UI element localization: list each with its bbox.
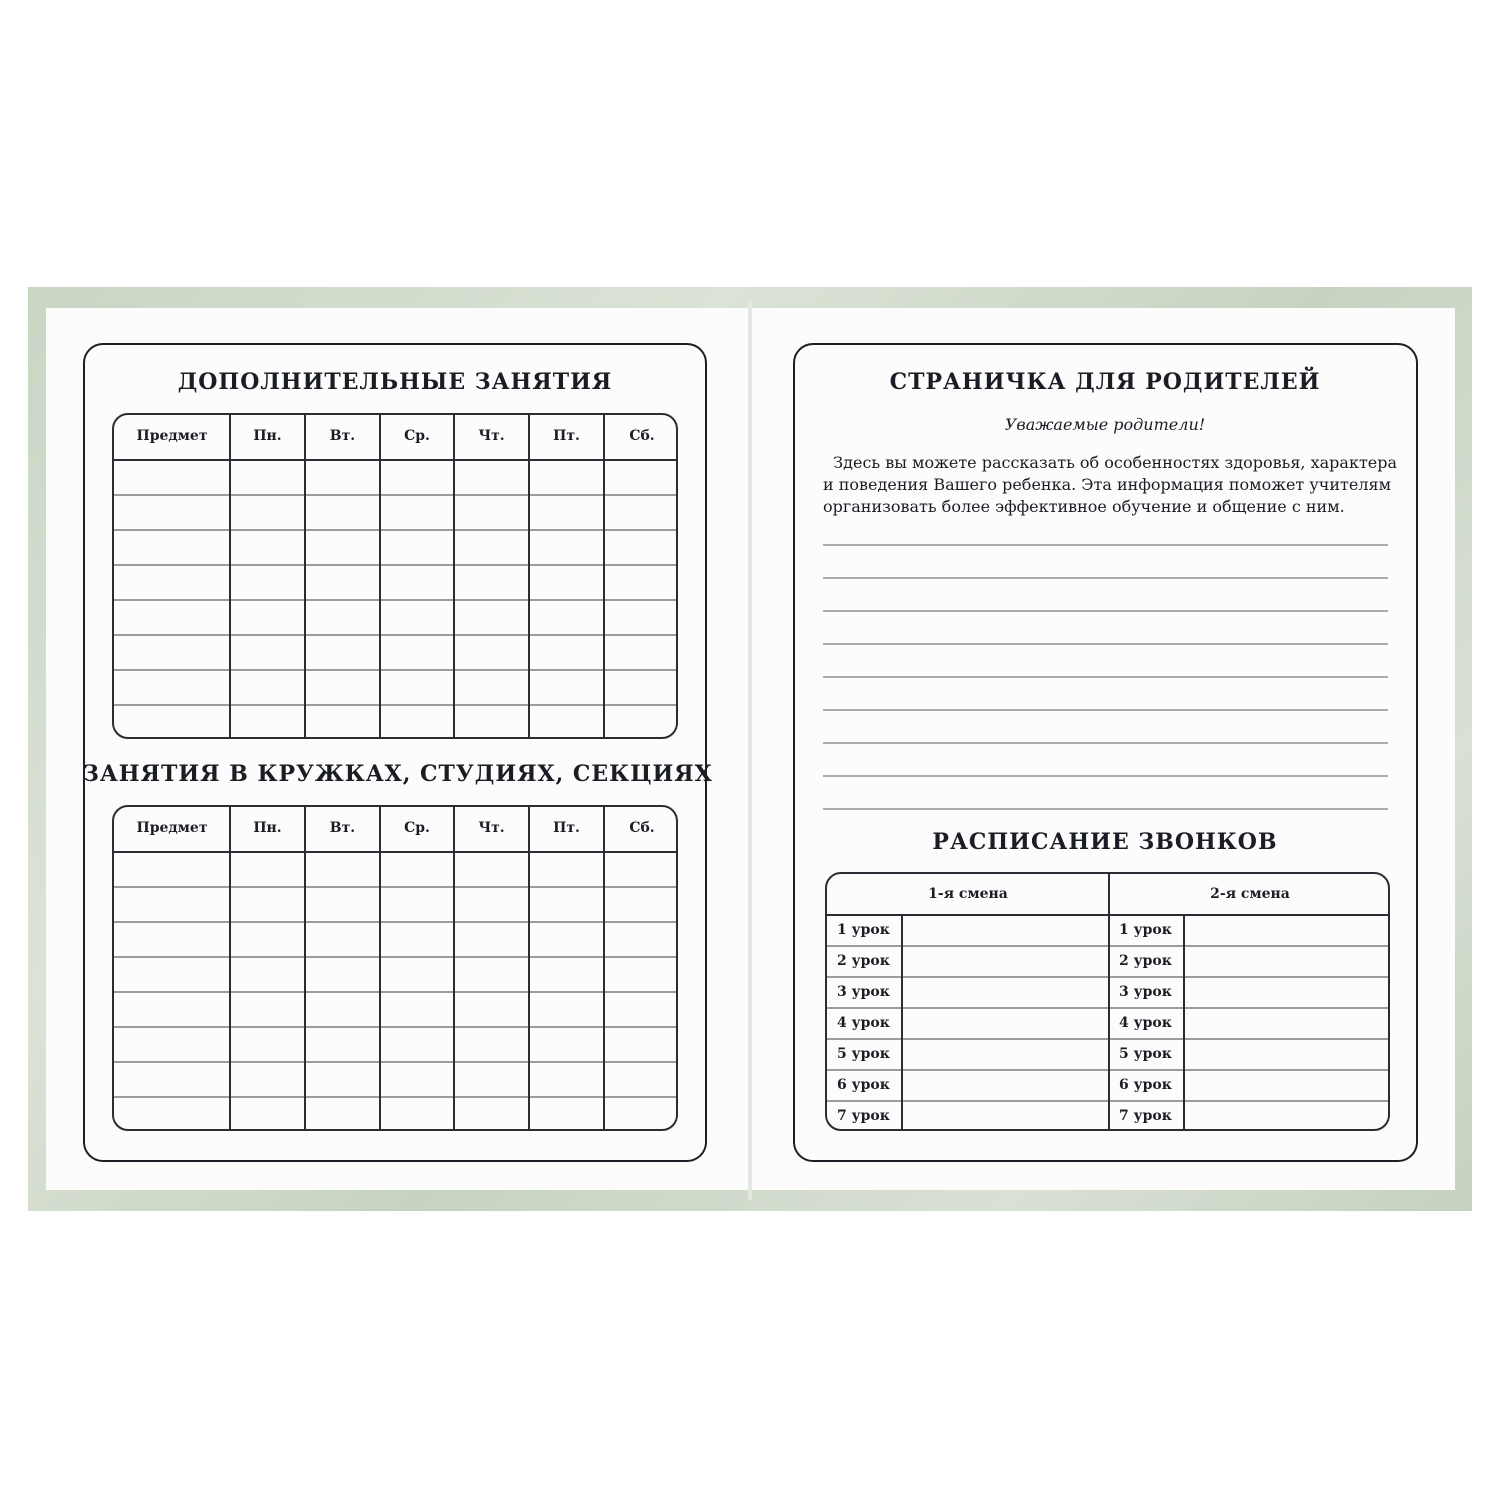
column-header: Чт. <box>478 820 505 836</box>
writing-line <box>823 610 1388 612</box>
row-divider <box>114 634 676 636</box>
header-divider <box>114 459 676 461</box>
row-divider <box>827 1100 1388 1102</box>
row-divider <box>114 991 676 993</box>
column-divider <box>229 807 231 1129</box>
column-header: Сб. <box>629 820 655 836</box>
bell-schedule-table: 1-я смена 2-я смена 1 урок 2 урок 3 урок 4 ур… <box>825 872 1390 1131</box>
column-header: Пт. <box>553 820 580 836</box>
header-divider <box>827 914 1388 916</box>
lesson-label: 5 урок <box>1119 1046 1172 1062</box>
lesson-label: 6 урок <box>837 1077 890 1093</box>
row-divider <box>114 921 676 923</box>
row-divider <box>827 976 1388 978</box>
column-divider <box>379 807 381 1129</box>
writing-line <box>823 643 1388 645</box>
column-header: Ср. <box>404 820 430 836</box>
greeting: Уважаемые родители! <box>1004 415 1206 434</box>
column-divider <box>304 415 306 737</box>
row-divider <box>114 599 676 601</box>
writing-line <box>823 742 1388 744</box>
row-divider <box>827 1007 1388 1009</box>
left-page <box>46 308 748 1190</box>
shift-header: 1-я смена <box>928 886 1008 902</box>
writing-line <box>823 676 1388 678</box>
paragraph-line: организовать более эффективное обучение … <box>823 497 1345 516</box>
row-divider <box>827 1069 1388 1071</box>
parents-paragraph: Здесь вы можете рассказать об особенност… <box>823 452 1398 518</box>
row-divider <box>114 529 676 531</box>
extra-classes-title: ДОПОЛНИТЕЛЬНЫЕ ЗАНЯТИЯ <box>177 369 613 395</box>
row-divider <box>114 704 676 706</box>
right-page <box>752 308 1455 1190</box>
lesson-label: 3 урок <box>1119 984 1172 1000</box>
paragraph-line: Здесь вы можете рассказать об особенност… <box>823 453 1398 472</box>
column-header: Вт. <box>329 428 356 444</box>
spine <box>748 300 752 1200</box>
lesson-label: 7 урок <box>1119 1108 1172 1124</box>
column-divider <box>528 415 530 737</box>
column-divider <box>603 415 605 737</box>
row-divider <box>114 886 676 888</box>
column-divider <box>603 807 605 1129</box>
paragraph-line: и поведения Вашего ребенка. Эта информац… <box>823 475 1392 494</box>
column-divider <box>304 807 306 1129</box>
bells-title: РАСПИСАНИЕ ЗВОНКОВ <box>932 829 1278 855</box>
column-divider <box>1183 914 1185 1129</box>
parents-page-title: СТРАНИЧКА ДЛЯ РОДИТЕЛЕЙ <box>889 369 1321 395</box>
shift-header: 2-я смена <box>1210 886 1290 902</box>
row-divider <box>827 945 1388 947</box>
lesson-label: 3 урок <box>837 984 890 1000</box>
lesson-label: 5 урок <box>837 1046 890 1062</box>
lesson-label: 2 урок <box>837 953 890 969</box>
column-header: Пн. <box>253 820 282 836</box>
column-header: Пт. <box>553 428 580 444</box>
column-divider <box>528 807 530 1129</box>
column-divider <box>453 415 455 737</box>
row-divider <box>114 494 676 496</box>
column-divider <box>453 807 455 1129</box>
writing-line <box>823 577 1388 579</box>
row-divider <box>114 669 676 671</box>
header-divider <box>114 851 676 853</box>
row-divider <box>827 1038 1388 1040</box>
writing-line <box>823 775 1388 777</box>
clubs-title: ЗАНЯТИЯ В КРУЖКАХ, СТУДИЯХ, СЕКЦИЯХ <box>83 761 713 787</box>
column-divider <box>229 415 231 737</box>
right-page-frame <box>793 343 1418 1162</box>
column-divider <box>901 914 903 1129</box>
lesson-label: 6 урок <box>1119 1077 1172 1093</box>
column-header: Вт. <box>329 820 356 836</box>
shift-divider <box>1108 874 1110 1129</box>
column-header: Предмет <box>136 820 208 836</box>
lesson-label: 2 урок <box>1119 953 1172 969</box>
column-divider <box>379 415 381 737</box>
lesson-label: 1 урок <box>1119 922 1172 938</box>
column-header: Сб. <box>629 428 655 444</box>
lesson-label: 1 урок <box>837 922 890 938</box>
row-divider <box>114 1026 676 1028</box>
row-divider <box>114 564 676 566</box>
row-divider <box>114 956 676 958</box>
clubs-table: Предмет Пн. Вт. Ср. Чт. Пт. Сб. <box>112 805 678 1131</box>
column-header: Пн. <box>253 428 282 444</box>
extra-classes-table: Предмет Пн. Вт. Ср. Чт. Пт. Сб. <box>112 413 678 739</box>
column-header: Чт. <box>478 428 505 444</box>
row-divider <box>114 1096 676 1098</box>
writing-line <box>823 709 1388 711</box>
left-page-frame <box>83 343 707 1162</box>
writing-line <box>823 808 1388 810</box>
column-header: Ср. <box>404 428 430 444</box>
lesson-label: 4 урок <box>837 1015 890 1031</box>
lesson-label: 4 урок <box>1119 1015 1172 1031</box>
lesson-label: 7 урок <box>837 1108 890 1124</box>
writing-line <box>823 544 1388 546</box>
column-header: Предмет <box>136 428 208 444</box>
row-divider <box>114 1061 676 1063</box>
